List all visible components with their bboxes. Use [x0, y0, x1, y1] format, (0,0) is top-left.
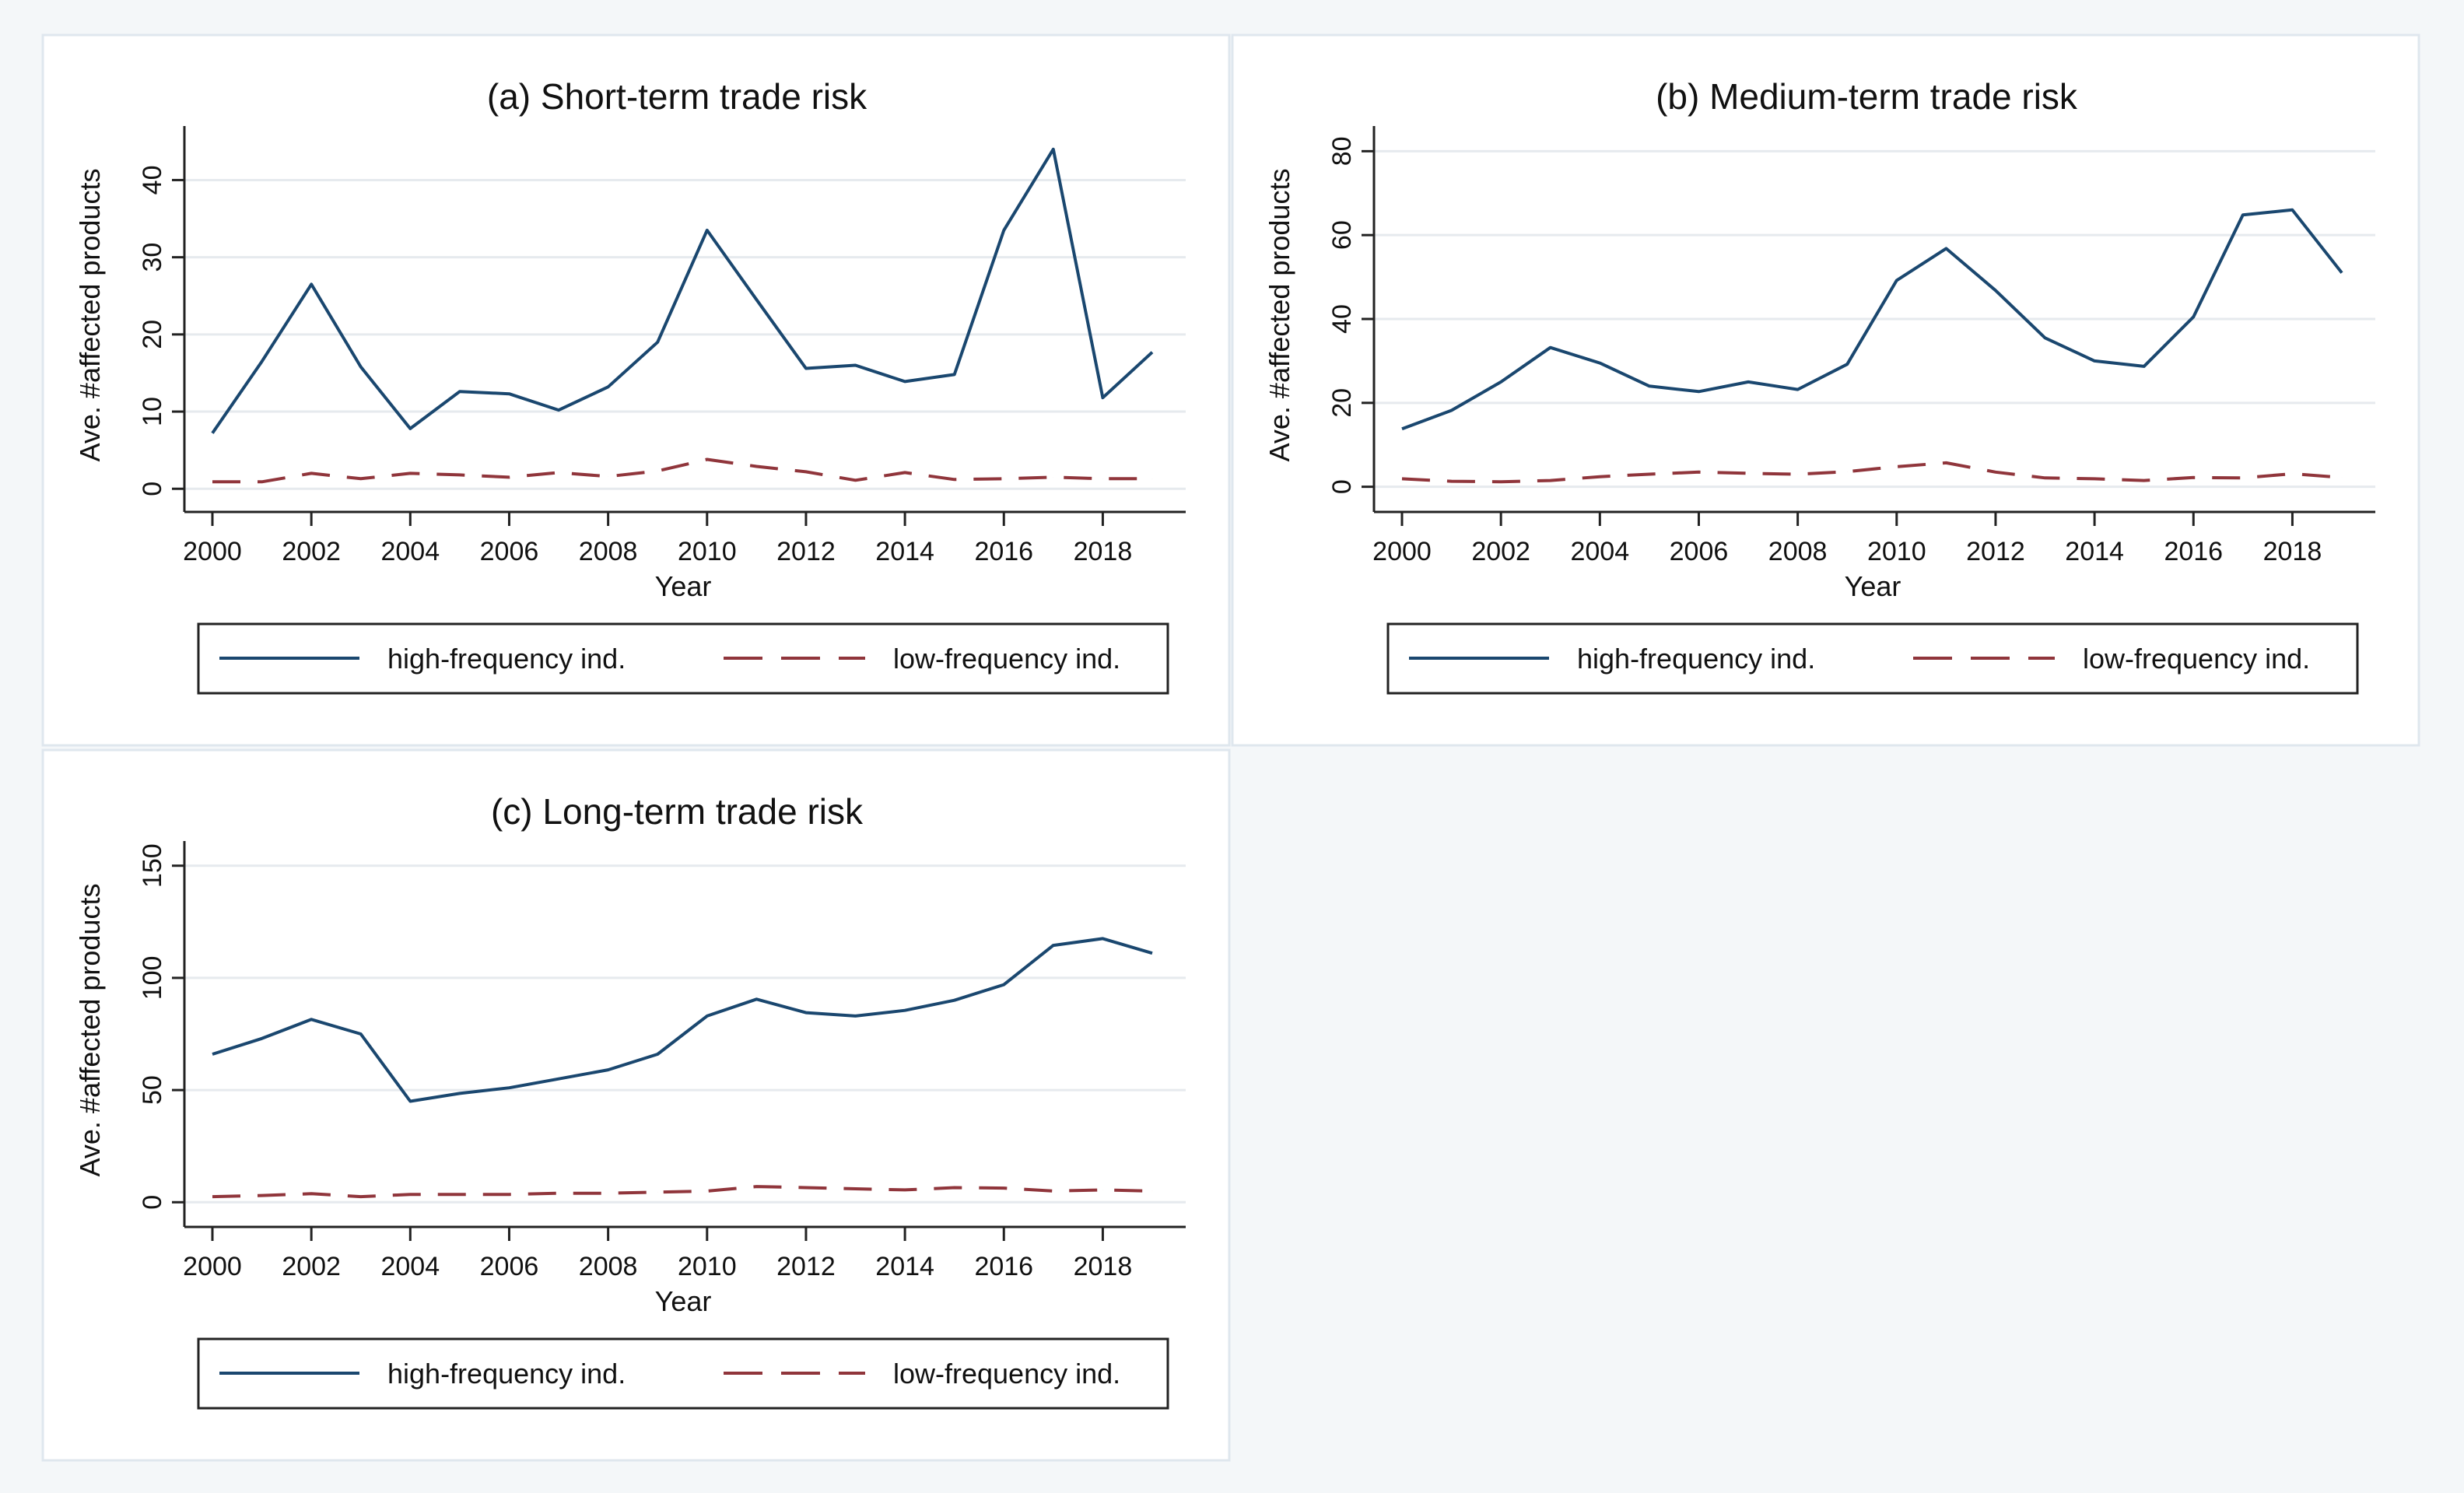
- x-tick-label: 2000: [183, 1252, 242, 1281]
- x-tick-label: 2018: [2263, 537, 2322, 566]
- legend-label-high-frequency: high-frequency ind.: [387, 643, 626, 675]
- chart-panel-1: (b) Medium-term trade risk 0 20 40 60 80 2000 2…: [1231, 33, 2420, 747]
- x-tick-label: 2006: [480, 1252, 539, 1281]
- legend-label-low-frequency: low-frequency ind.: [893, 643, 1120, 675]
- legend: high-frequency ind. low-frequency ind.: [197, 622, 1169, 695]
- x-tick-label: 2010: [678, 537, 737, 566]
- x-tick-label: 2016: [974, 1252, 1033, 1281]
- x-tick-label: 2000: [1372, 537, 1432, 566]
- x-tick-label: 2002: [282, 1252, 341, 1281]
- x-axis-label: Year: [1845, 570, 1901, 602]
- x-tick-label: 2006: [480, 537, 539, 566]
- x-tick-label: 2010: [678, 1252, 737, 1281]
- legend-label-high-frequency: high-frequency ind.: [1577, 643, 1815, 675]
- y-tick-label: 150: [138, 843, 167, 888]
- y-tick-label: 0: [138, 1195, 167, 1210]
- x-tick-label: 2014: [875, 537, 934, 566]
- legend: high-frequency ind. low-frequency ind.: [1386, 622, 2359, 695]
- x-tick-label: 2008: [1768, 537, 1828, 566]
- x-tick-label: 2010: [1867, 537, 1926, 566]
- x-axis-label: Year: [655, 1285, 712, 1317]
- x-tick-label: 2002: [282, 537, 341, 566]
- x-tick-label: 2004: [1570, 537, 1629, 566]
- y-axis-label: Ave. #affected products: [74, 169, 106, 462]
- legend-box: [197, 1337, 1169, 1410]
- series-line-high-frequency: [1401, 208, 2343, 431]
- legend-box: [1386, 622, 2359, 695]
- x-tick-label: 2012: [1966, 537, 2025, 566]
- y-tick-label: 60: [1327, 220, 1357, 250]
- x-tick-label: 2018: [1074, 1252, 1133, 1281]
- legend-label-high-frequency: high-frequency ind.: [387, 1358, 626, 1390]
- x-tick-label: 2004: [380, 1252, 440, 1281]
- legend: high-frequency ind. low-frequency ind.: [197, 1337, 1169, 1410]
- x-axis-label: Year: [655, 570, 712, 602]
- legend-label-low-frequency: low-frequency ind.: [2083, 643, 2310, 675]
- chart-panel-2: (c) Long-term trade risk 0 50 100 150 2000 200…: [41, 748, 1231, 1462]
- x-tick-label: 2002: [1471, 537, 1530, 566]
- chart-title: (a) Short-term trade risk: [487, 76, 867, 117]
- series-line-high-frequency: [212, 937, 1153, 1103]
- series-line-low-frequency: [1401, 461, 2343, 484]
- y-axis-label: Ave. #affected products: [74, 884, 106, 1177]
- y-tick-label: 100: [138, 956, 167, 1001]
- series-line-low-frequency: [212, 457, 1152, 484]
- x-tick-label: 2008: [579, 537, 638, 566]
- chart-panel-0: (a) Short-term trade risk 0 10 20 30 40 2000 20…: [41, 33, 1231, 747]
- y-tick-label: 20: [1327, 388, 1357, 418]
- y-tick-label: 80: [1327, 136, 1357, 166]
- chart-title: (c) Long-term trade risk: [491, 791, 864, 832]
- y-tick-label: 40: [138, 166, 167, 195]
- x-tick-label: 2016: [974, 537, 1033, 566]
- y-tick-label: 30: [138, 243, 167, 272]
- x-tick-label: 2012: [776, 1252, 836, 1281]
- series-line-high-frequency: [211, 147, 1154, 434]
- chart-title: (b) Medium-term trade risk: [1656, 76, 2078, 117]
- y-tick-label: 40: [1327, 304, 1357, 334]
- y-tick-label: 0: [1327, 479, 1357, 494]
- x-tick-label: 2016: [2164, 537, 2223, 566]
- legend-label-low-frequency: low-frequency ind.: [893, 1358, 1120, 1390]
- x-tick-label: 2000: [183, 537, 242, 566]
- x-tick-label: 2014: [875, 1252, 934, 1281]
- x-tick-label: 2004: [380, 537, 440, 566]
- y-axis-label: Ave. #affected products: [1264, 169, 1295, 462]
- x-tick-label: 2018: [1074, 537, 1133, 566]
- x-tick-label: 2006: [1670, 537, 1729, 566]
- y-tick-label: 20: [138, 320, 167, 349]
- x-tick-label: 2014: [2065, 537, 2124, 566]
- y-tick-label: 50: [138, 1075, 167, 1105]
- x-tick-label: 2008: [579, 1252, 638, 1281]
- y-tick-label: 0: [138, 482, 167, 496]
- legend-box: [197, 622, 1169, 695]
- series-line-low-frequency: [212, 1185, 1153, 1199]
- y-tick-label: 10: [138, 397, 167, 426]
- x-tick-label: 2012: [776, 537, 836, 566]
